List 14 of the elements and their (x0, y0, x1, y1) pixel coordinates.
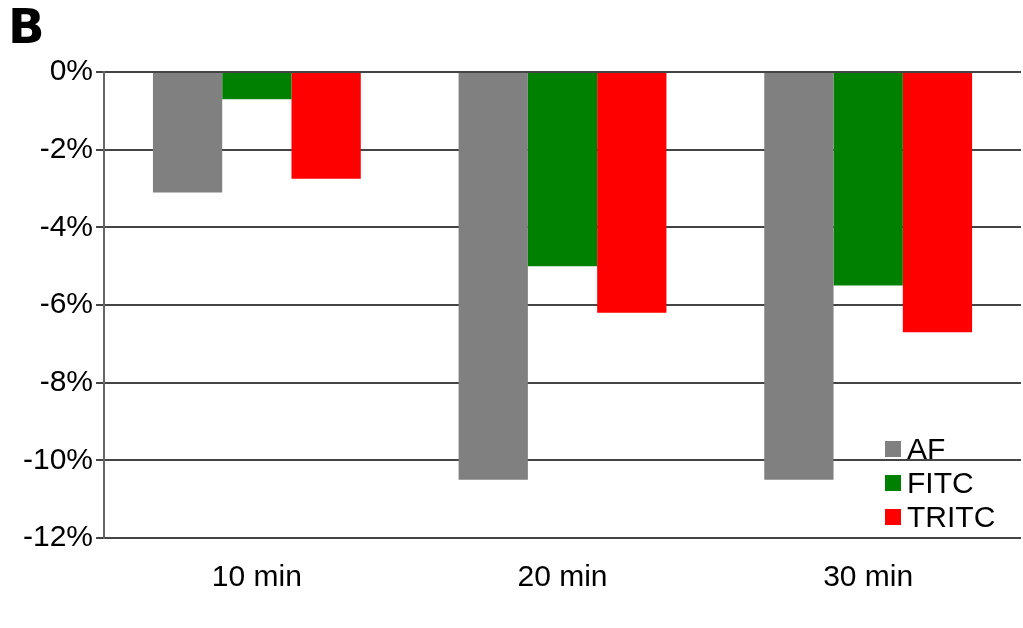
y-tick-label: -2% (39, 130, 94, 164)
y-tick-label: -12% (22, 519, 94, 553)
x-tick-label: 30 min (823, 559, 914, 593)
y-tick-label: 0% (49, 53, 94, 87)
text: B (8, 0, 45, 54)
x-tick-label: 20 min (517, 559, 608, 593)
x-tick-label: 10 min (211, 559, 302, 593)
y-tick-label: -10% (22, 441, 94, 475)
y-tick-label: -6% (39, 286, 94, 320)
legend-label: FITC (907, 466, 974, 500)
y-tick-label: -8% (39, 363, 94, 397)
legend-label: AF (907, 432, 946, 466)
y-tick-label: -4% (39, 208, 94, 242)
legend-label: TRITC (907, 500, 996, 534)
